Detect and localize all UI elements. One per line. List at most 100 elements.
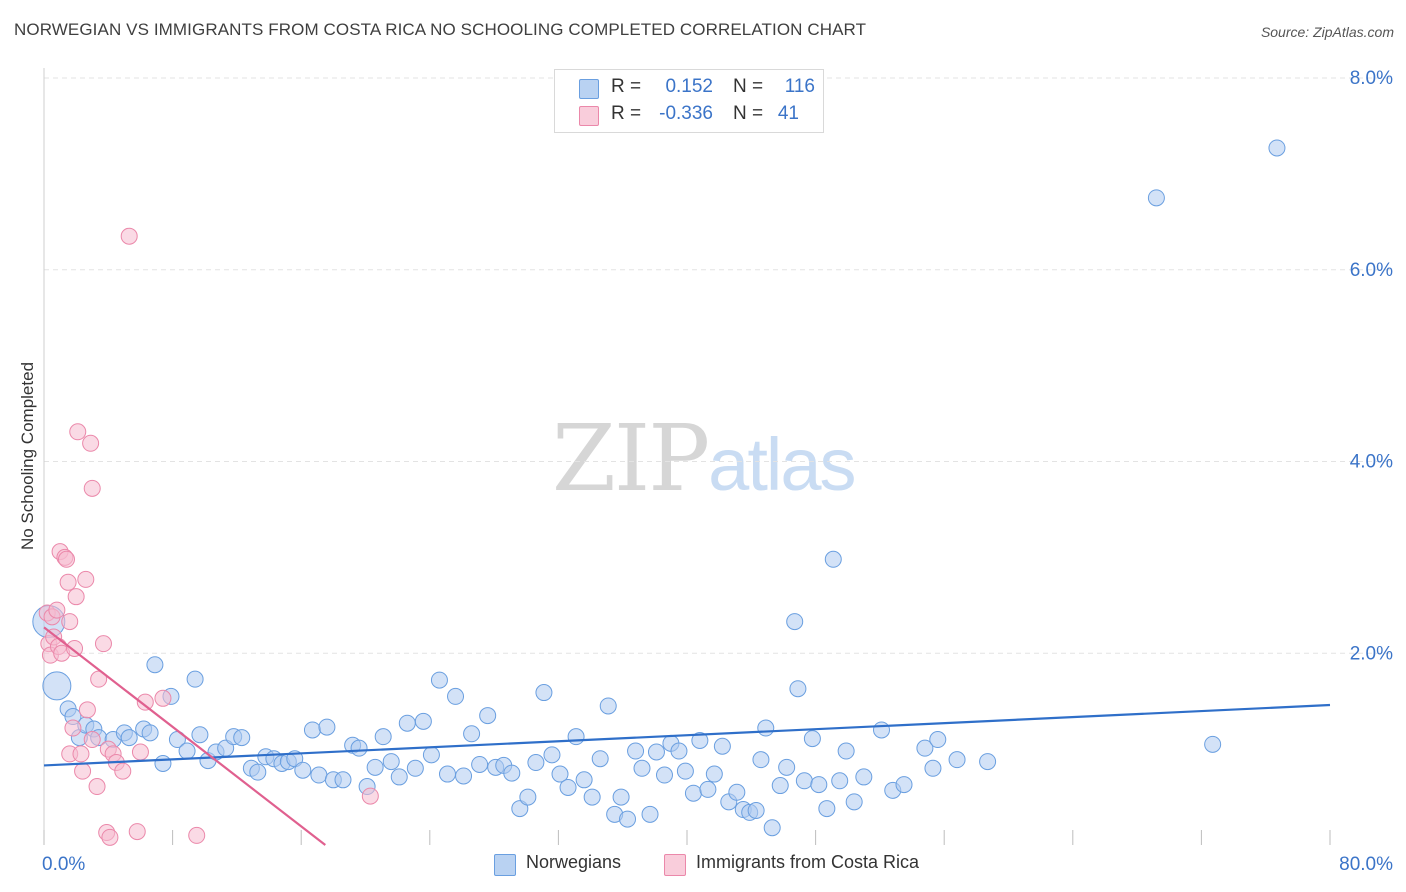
point-norwegians bbox=[551, 765, 569, 783]
series-swatch-pink bbox=[664, 854, 686, 876]
point-costa-rica bbox=[69, 423, 87, 441]
point-norwegians bbox=[845, 793, 863, 811]
point-norwegians bbox=[705, 765, 723, 783]
point-norwegians bbox=[670, 742, 688, 760]
point-norwegians bbox=[916, 739, 934, 757]
point-norwegians bbox=[831, 772, 849, 790]
point-norwegians bbox=[447, 687, 465, 705]
point-costa-rica bbox=[83, 731, 101, 749]
y-tick-label: 4.0% bbox=[1350, 452, 1393, 473]
point-costa-rica bbox=[101, 828, 119, 846]
legend-r-label: R = bbox=[611, 103, 642, 124]
point-norwegians bbox=[233, 729, 251, 747]
point-norwegians bbox=[691, 731, 709, 749]
point-costa-rica bbox=[128, 823, 146, 841]
point-norwegians bbox=[803, 730, 821, 748]
y-tick-label: 8.0% bbox=[1350, 68, 1393, 89]
legend-n-label: N = bbox=[733, 76, 764, 97]
point-norwegians bbox=[479, 707, 497, 725]
point-costa-rica bbox=[78, 701, 96, 719]
point-costa-rica bbox=[61, 613, 79, 631]
point-norwegians bbox=[633, 759, 651, 777]
point-norwegians bbox=[527, 754, 545, 772]
point-costa-rica bbox=[83, 479, 101, 497]
point-norwegians bbox=[837, 742, 855, 760]
trendline-norwegians bbox=[43, 703, 1331, 767]
point-norwegians bbox=[318, 718, 336, 736]
point-costa-rica bbox=[77, 570, 95, 588]
point-norwegians bbox=[619, 810, 637, 828]
point-norwegians bbox=[406, 759, 424, 777]
point-norwegians bbox=[684, 784, 702, 802]
series-label-norwegians: Norwegians bbox=[526, 852, 622, 872]
point-norwegians bbox=[42, 671, 72, 701]
watermark-atlas: atlas bbox=[708, 423, 856, 506]
point-norwegians bbox=[178, 742, 196, 760]
legend-n-value: 116 bbox=[784, 76, 815, 97]
point-costa-rica bbox=[59, 573, 77, 591]
point-norwegians bbox=[422, 746, 440, 764]
point-norwegians bbox=[583, 788, 601, 806]
point-norwegians bbox=[438, 765, 456, 783]
point-costa-rica bbox=[66, 639, 84, 657]
point-costa-rica bbox=[72, 745, 90, 763]
point-norwegians bbox=[757, 719, 775, 737]
point-norwegians bbox=[390, 768, 408, 786]
point-norwegians bbox=[795, 772, 813, 790]
point-norwegians bbox=[655, 766, 673, 784]
point-norwegians bbox=[303, 721, 321, 739]
watermark: ZIPatlas bbox=[552, 405, 856, 512]
point-costa-rica bbox=[48, 601, 66, 619]
point-norwegians bbox=[873, 721, 891, 739]
point-costa-rica bbox=[131, 743, 149, 761]
point-norwegians bbox=[294, 761, 312, 779]
point-norwegians bbox=[778, 758, 796, 776]
point-norwegians bbox=[519, 788, 537, 806]
point-costa-rica bbox=[136, 693, 154, 711]
point-costa-rica bbox=[361, 787, 379, 805]
point-norwegians bbox=[374, 728, 392, 746]
chart-title: NORWEGIAN VS IMMIGRANTS FROM COSTA RICA … bbox=[14, 20, 867, 39]
legend-swatch-pink bbox=[579, 106, 599, 126]
point-costa-rica bbox=[90, 670, 108, 688]
point-norwegians bbox=[789, 680, 807, 698]
point-norwegians bbox=[824, 550, 842, 568]
point-costa-rica bbox=[114, 762, 132, 780]
point-norwegians bbox=[398, 714, 416, 732]
point-costa-rica bbox=[154, 689, 172, 707]
point-norwegians bbox=[728, 783, 746, 801]
point-costa-rica bbox=[188, 826, 206, 844]
point-norwegians bbox=[559, 778, 577, 796]
point-norwegians bbox=[929, 731, 947, 749]
point-costa-rica bbox=[64, 719, 82, 737]
point-norwegians bbox=[414, 712, 432, 730]
point-norwegians bbox=[511, 800, 529, 818]
legend-r-label: R = bbox=[611, 76, 642, 97]
point-norwegians bbox=[191, 726, 209, 744]
point-norwegians bbox=[948, 751, 966, 769]
point-costa-rica bbox=[94, 635, 112, 653]
point-norwegians bbox=[627, 742, 645, 760]
point-norwegians bbox=[382, 753, 400, 771]
legend-r-value: 0.152 bbox=[665, 76, 713, 97]
legend-r-value: -0.336 bbox=[659, 103, 713, 124]
point-norwegians bbox=[455, 767, 473, 785]
y-tick-label: 6.0% bbox=[1350, 260, 1393, 281]
point-norwegians bbox=[786, 613, 804, 631]
point-norwegians bbox=[924, 759, 942, 777]
point-norwegians bbox=[334, 771, 352, 789]
point-costa-rica bbox=[82, 434, 100, 452]
point-norwegians bbox=[1268, 139, 1286, 157]
point-norwegians bbox=[895, 776, 913, 794]
point-norwegians bbox=[543, 746, 561, 764]
point-norwegians bbox=[699, 780, 717, 798]
y-tick-label: 2.0% bbox=[1350, 643, 1393, 664]
point-norwegians bbox=[713, 737, 731, 755]
point-norwegians bbox=[249, 763, 267, 781]
point-norwegians bbox=[855, 768, 873, 786]
legend-swatch-blue bbox=[579, 79, 599, 99]
point-norwegians bbox=[310, 766, 328, 784]
point-norwegians bbox=[430, 671, 448, 689]
correlation-legend: R = 0.152 N = 116 R = -0.336 N = 41 bbox=[554, 69, 824, 133]
point-costa-rica bbox=[74, 762, 92, 780]
